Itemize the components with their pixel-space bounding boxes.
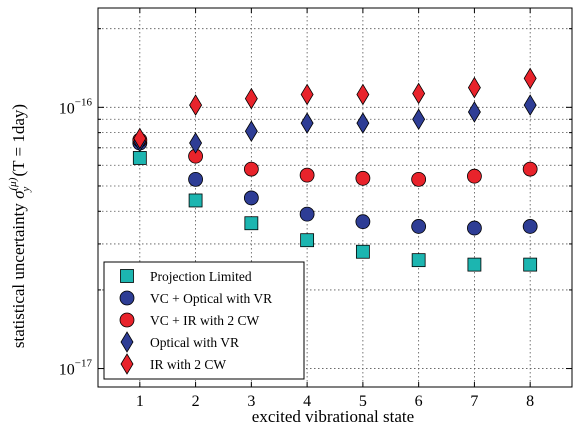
y-axis-label-subscript: y bbox=[20, 187, 32, 193]
point-ir-with-2-cw bbox=[244, 87, 258, 110]
grid-lines bbox=[98, 8, 572, 387]
point-vc-optical-with-vr bbox=[188, 171, 203, 187]
y-axis-label-condition: (T = 1day) bbox=[9, 104, 28, 181]
x-tick-label: 8 bbox=[526, 393, 534, 410]
point-optical-with-vr bbox=[523, 94, 537, 116]
point-projection-limited bbox=[188, 193, 203, 208]
point-optical-with-vr bbox=[412, 108, 426, 131]
point-projection-limited bbox=[244, 216, 259, 231]
point-optical-with-vr bbox=[467, 101, 481, 123]
point-ir-with-2-cw bbox=[356, 83, 370, 106]
data-marks bbox=[132, 67, 538, 272]
point-vc-ir-with-2-cw bbox=[411, 171, 427, 187]
x-tick-label: 4 bbox=[303, 393, 311, 410]
point-projection-limited bbox=[132, 151, 147, 165]
point-projection-limited bbox=[355, 244, 370, 259]
plot-border bbox=[97, 7, 573, 388]
legend-label-vc-optical-with-vr: VC + Optical with VR bbox=[150, 291, 272, 306]
point-vc-optical-with-vr bbox=[299, 206, 315, 222]
point-vc-optical-with-vr bbox=[355, 214, 371, 230]
y-tick-label: 10−17 bbox=[59, 358, 93, 379]
point-vc-optical-with-vr bbox=[522, 219, 538, 234]
legend-marker-projection-limited bbox=[120, 269, 134, 283]
legend-marker-vc-ir-with-2-cw bbox=[119, 312, 135, 328]
legend-box bbox=[103, 261, 305, 380]
point-vc-ir-with-2-cw bbox=[467, 168, 482, 184]
point-vc-ir-with-2-cw bbox=[243, 161, 259, 177]
x-tick-label: 3 bbox=[247, 393, 255, 410]
y-axis-label: statistical uncertainty σ(μ)y (T = 1day) bbox=[7, 104, 32, 348]
point-ir-with-2-cw bbox=[467, 76, 481, 99]
legend-label-projection-limited: Projection Limited bbox=[150, 269, 252, 284]
legend-marker-optical-with-vr bbox=[120, 331, 134, 353]
x-axis-label: excited vibrational state bbox=[252, 407, 414, 426]
point-vc-optical-with-vr bbox=[411, 219, 427, 234]
legend-marker-ir-with-2-cw bbox=[120, 353, 134, 375]
x-tick-label: 1 bbox=[136, 393, 144, 410]
axis-ticks: 1 2 3 4 5 6 7 8 10−17 10−16 bbox=[59, 8, 572, 410]
point-projection-limited bbox=[300, 233, 315, 248]
point-ir-with-2-cw bbox=[133, 127, 147, 150]
point-ir-with-2-cw bbox=[412, 82, 426, 105]
point-optical-with-vr bbox=[189, 132, 203, 154]
x-tick-label: 2 bbox=[192, 393, 200, 410]
point-ir-with-2-cw bbox=[189, 94, 203, 116]
point-vc-optical-with-vr bbox=[467, 220, 482, 236]
x-tick-label: 6 bbox=[415, 393, 423, 410]
point-vc-ir-with-2-cw bbox=[355, 170, 371, 186]
point-projection-limited bbox=[411, 253, 426, 268]
point-projection-limited bbox=[523, 257, 538, 272]
point-ir-with-2-cw bbox=[300, 83, 314, 106]
plot-frame bbox=[97, 7, 573, 388]
y-axis-label-sigma: σ bbox=[9, 190, 28, 199]
legend: Projection Limited VC + Optical with VR VC… bbox=[103, 261, 305, 380]
x-tick-label: 7 bbox=[470, 393, 478, 410]
point-ir-with-2-cw bbox=[523, 67, 537, 90]
point-optical-with-vr bbox=[244, 120, 258, 143]
y-tick-label: 10−16 bbox=[59, 96, 93, 117]
x-tick-label: 5 bbox=[359, 393, 367, 410]
point-optical-with-vr bbox=[356, 112, 370, 134]
point-projection-limited bbox=[467, 257, 482, 272]
axis-labels: excited vibrational state statistical un… bbox=[7, 104, 414, 426]
point-vc-ir-with-2-cw bbox=[522, 161, 538, 177]
y-axis-label-superscript: (μ) bbox=[7, 177, 19, 190]
point-vc-ir-with-2-cw bbox=[299, 167, 315, 183]
legend-marker-vc-optical-with-vr bbox=[119, 290, 135, 306]
legend-label-optical-with-vr: Optical with VR bbox=[150, 335, 239, 350]
legend-label-ir-with-2-cw: IR with 2 CW bbox=[150, 357, 226, 372]
y-axis-label-prefix: statistical uncertainty bbox=[9, 199, 28, 348]
legend-label-vc-ir-with-2-cw: VC + IR with 2 CW bbox=[150, 313, 259, 328]
point-vc-optical-with-vr bbox=[243, 190, 259, 206]
point-optical-with-vr bbox=[300, 112, 314, 134]
